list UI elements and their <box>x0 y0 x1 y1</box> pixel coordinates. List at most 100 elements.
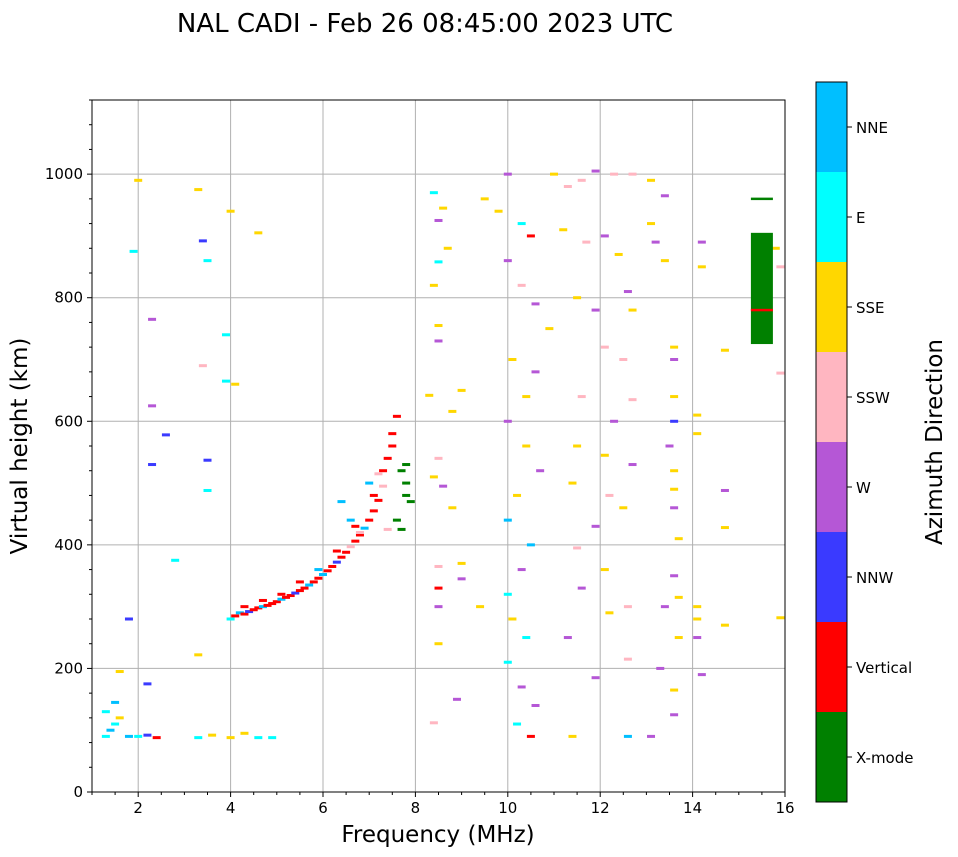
y-tick-label: 600 <box>54 412 83 430</box>
echo-point <box>198 239 207 243</box>
x-tick-label: 6 <box>318 799 328 817</box>
echo-point <box>776 371 785 375</box>
echo-point <box>226 617 235 621</box>
echo-point <box>619 358 628 361</box>
echo-point <box>577 178 586 182</box>
echo-point <box>670 574 679 578</box>
colorbar-segment <box>816 352 847 442</box>
echo-point <box>457 577 466 581</box>
echo-point <box>277 597 286 601</box>
echo-point <box>392 518 401 522</box>
echo-point <box>600 453 609 457</box>
echo-point <box>531 302 540 306</box>
echo-point <box>531 370 540 374</box>
echo-point <box>434 586 443 590</box>
echo-point <box>346 518 355 522</box>
colorbar-tick-label: X-mode <box>856 749 913 767</box>
echo-point <box>503 259 512 263</box>
echo-point <box>249 608 258 612</box>
echo-point <box>591 524 600 528</box>
echo-point <box>476 605 485 609</box>
echo-point <box>605 493 614 497</box>
echo-point <box>480 197 489 201</box>
echo-point <box>161 433 170 437</box>
echo-point <box>503 592 512 596</box>
colorbar-tick-label: SSE <box>856 299 885 317</box>
colorbar-tick-label: NNW <box>856 569 893 587</box>
echo-point <box>674 636 683 640</box>
echo-point <box>258 598 267 602</box>
echo-point <box>434 642 443 646</box>
echo-point <box>720 488 729 492</box>
echo-point <box>434 605 443 609</box>
echo-point <box>295 580 304 584</box>
echo-point <box>101 734 110 738</box>
echo-point <box>115 716 124 720</box>
echo-point <box>194 653 203 657</box>
echo-point <box>513 493 522 497</box>
echo-point <box>517 568 526 572</box>
echo-point <box>429 283 438 287</box>
echo-point <box>517 222 526 226</box>
x-tick-label: 14 <box>683 799 702 817</box>
echo-point <box>337 555 346 559</box>
echo-point <box>670 688 679 692</box>
echo-point <box>600 568 609 572</box>
data-points <box>101 169 785 740</box>
echo-point <box>439 484 448 488</box>
y-tick-label: 200 <box>54 659 83 677</box>
echo-point <box>388 432 397 436</box>
echo-segment <box>750 232 773 345</box>
echo-point <box>591 308 600 312</box>
echo-point <box>355 531 364 534</box>
colorbar-frame <box>815 81 848 803</box>
echo-point <box>526 543 535 547</box>
echo-point <box>319 573 327 577</box>
echo-point <box>720 348 729 352</box>
echo-point <box>503 518 512 522</box>
echo-point <box>660 259 669 263</box>
echo-point <box>443 246 452 250</box>
echo-point <box>660 605 669 609</box>
echo-point <box>693 605 702 609</box>
chart-title: NAL CADI - Feb 26 08:45:00 2023 UTC <box>177 9 673 39</box>
echo-point <box>203 259 212 263</box>
echo-point <box>573 444 582 448</box>
colorbar-segment <box>816 82 847 172</box>
echo-point <box>697 265 706 269</box>
echo-point <box>143 733 152 737</box>
echo-point <box>429 191 438 195</box>
echo-point <box>693 636 702 640</box>
echo-point <box>693 432 702 436</box>
echo-point <box>693 617 702 621</box>
echo-point <box>503 419 512 423</box>
echo-point <box>577 395 586 399</box>
echo-point <box>388 444 397 448</box>
echo-point <box>360 526 369 530</box>
echo-point <box>536 469 545 473</box>
y-tick-label: 1000 <box>45 165 83 183</box>
echo-point <box>614 252 623 256</box>
echo-point <box>134 734 143 738</box>
echo-point <box>314 568 323 572</box>
echo-point <box>425 393 434 397</box>
echo-point <box>402 481 411 485</box>
echo-point <box>434 260 443 264</box>
colorbar-segment <box>816 622 847 712</box>
echo-point <box>143 682 152 686</box>
echo-point <box>258 605 267 609</box>
echo-point <box>697 240 706 244</box>
echo-point <box>660 194 669 198</box>
echo-point <box>314 576 323 580</box>
echo-point <box>379 484 388 488</box>
echo-point <box>647 734 656 738</box>
echo-point <box>517 283 526 287</box>
echo-point <box>111 700 120 704</box>
echo-point <box>351 524 360 528</box>
echo-point <box>591 169 600 173</box>
echo-point <box>545 327 554 331</box>
echo-point <box>402 493 411 497</box>
echo-point <box>503 660 512 664</box>
echo-point <box>194 188 203 192</box>
